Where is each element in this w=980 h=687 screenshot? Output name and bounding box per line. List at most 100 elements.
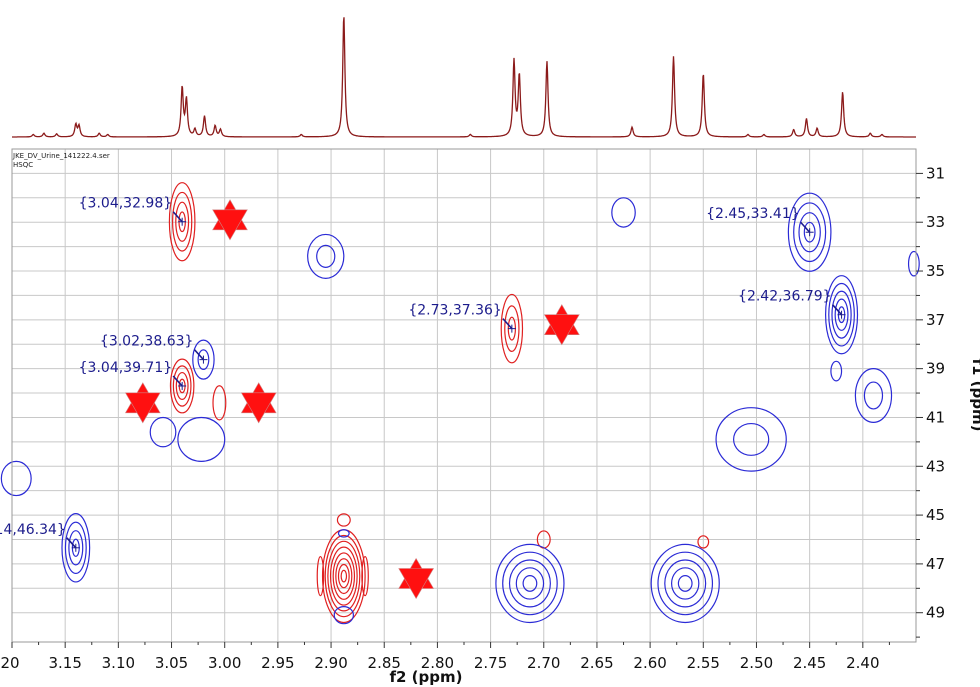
contour-peak xyxy=(333,606,354,625)
contour-ring xyxy=(333,606,354,625)
x-tick-label: 2.55 xyxy=(687,654,720,672)
star-marker xyxy=(398,557,435,600)
contour-ring xyxy=(787,192,832,272)
contour-ring xyxy=(515,567,545,600)
contour-ring xyxy=(61,513,91,583)
contour-ring xyxy=(171,191,193,252)
contour-ring xyxy=(508,559,551,608)
contour-peak xyxy=(192,339,215,380)
contour-ring xyxy=(316,244,336,268)
x-tick-label: 2.40 xyxy=(846,654,879,672)
contour-ring xyxy=(361,555,369,597)
contour-peak xyxy=(336,513,351,527)
star-marker xyxy=(212,199,248,241)
contour-ring xyxy=(177,416,226,462)
contour-peak xyxy=(611,197,636,228)
contour-ring xyxy=(332,552,356,600)
annotation-leader xyxy=(502,318,513,330)
contour-peak xyxy=(650,543,720,624)
peak-annotation: {2.45,33.41} xyxy=(706,206,814,237)
contour-peak xyxy=(149,416,177,448)
contour-peak xyxy=(361,555,369,597)
y-tick-label: 45 xyxy=(926,506,945,524)
x-tick-label: 3.05 xyxy=(155,654,188,672)
star-triangle-down xyxy=(240,392,277,424)
contour-ring xyxy=(495,543,565,624)
contour-ring xyxy=(611,197,636,228)
contour-ring xyxy=(863,381,884,410)
contour-ring xyxy=(522,575,538,592)
annotation-leader xyxy=(193,349,205,361)
contour-peak xyxy=(0,460,32,497)
peak-annotation: {3.04,39.71} xyxy=(79,360,187,390)
contour-ring xyxy=(657,551,714,616)
star-marker xyxy=(543,304,580,346)
contour-ring xyxy=(715,407,787,472)
x-tick-label: 20 xyxy=(0,654,19,672)
experiment-label: HSQC xyxy=(13,161,33,169)
x-axis-ticks: 20 3.15 3.10 3.05 3.00 2.95 2.90 2.85 2.80 2.75 2.… xyxy=(0,642,890,672)
peak-annotations: {3.04,32.98} {3.02,38.63} {3.04,39.71} {3.1… xyxy=(0,196,846,552)
contour-ring xyxy=(212,385,227,421)
x-tick-label: 3.10 xyxy=(102,654,135,672)
contour-ring xyxy=(831,290,852,339)
peak-annotation: {3.04,32.98} xyxy=(79,196,187,226)
peak-label: {2.42,36.79} xyxy=(738,289,832,305)
contour-ring xyxy=(68,530,84,566)
contour-ring xyxy=(854,368,893,423)
peak-label: {3.04,32.98} xyxy=(79,196,173,212)
star-marker xyxy=(124,382,161,424)
y-tick-label: 41 xyxy=(926,408,945,426)
contour-peak xyxy=(830,360,843,382)
y-tick-label: 39 xyxy=(926,360,945,378)
peak-label: {3.14,46.34} xyxy=(0,522,66,538)
contour-ring xyxy=(197,349,210,370)
contour-ring xyxy=(307,233,345,279)
peak-label: {2.45,33.41} xyxy=(706,206,800,222)
contour-peak xyxy=(337,529,350,538)
star-triangle-down xyxy=(124,392,161,424)
x-tick-label: 2.70 xyxy=(527,654,560,672)
contour-ring xyxy=(340,569,348,583)
x-tick-label: 2.90 xyxy=(314,654,347,672)
x-tick-label: 2.50 xyxy=(740,654,773,672)
file-name-label: JKE_DV_Urine_141222.4.ser xyxy=(12,152,110,160)
x-tick-label: 2.85 xyxy=(368,654,401,672)
contour-ring xyxy=(500,293,524,364)
x-tick-label: 3.15 xyxy=(48,654,81,672)
contour-ring xyxy=(824,275,859,355)
x-tick-label: 2.95 xyxy=(261,654,294,672)
contour-ring xyxy=(149,416,177,448)
peak-annotation: {3.02,38.63} xyxy=(100,334,208,364)
marker-stars xyxy=(124,199,580,600)
contour-peak xyxy=(697,535,710,549)
contour-ring xyxy=(650,543,720,624)
y-tick-label: 35 xyxy=(926,262,945,280)
contour-ring xyxy=(697,535,710,549)
contour-ring xyxy=(336,513,351,527)
contour-ring xyxy=(677,575,693,592)
contour-ring xyxy=(337,563,350,589)
contour-ring xyxy=(793,202,827,263)
contour-ring xyxy=(664,559,707,608)
peak-annotation: {3.14,46.34} xyxy=(0,522,80,552)
y-tick-label: 49 xyxy=(926,604,945,622)
contour-peak xyxy=(907,250,920,277)
contour-peak xyxy=(169,358,195,414)
x-tick-label: 2.45 xyxy=(793,654,826,672)
peak-annotation: {2.42,36.79} xyxy=(738,289,846,319)
y-tick-label: 37 xyxy=(926,311,945,329)
projection-trace xyxy=(12,17,916,138)
contour-ring xyxy=(830,360,843,382)
contour-ring xyxy=(168,182,196,262)
contour-ring xyxy=(335,558,353,595)
x-tick-label: 3.00 xyxy=(208,654,241,672)
contour-peaks xyxy=(0,182,920,625)
contour-ring xyxy=(834,298,849,331)
contour-ring xyxy=(0,460,32,497)
x-tick-label: 2.75 xyxy=(474,654,507,672)
contour-ring xyxy=(169,358,195,414)
contour-peak xyxy=(307,233,345,279)
contour-ring xyxy=(733,422,770,456)
x-axis-label: f2 (ppm) xyxy=(389,668,462,686)
